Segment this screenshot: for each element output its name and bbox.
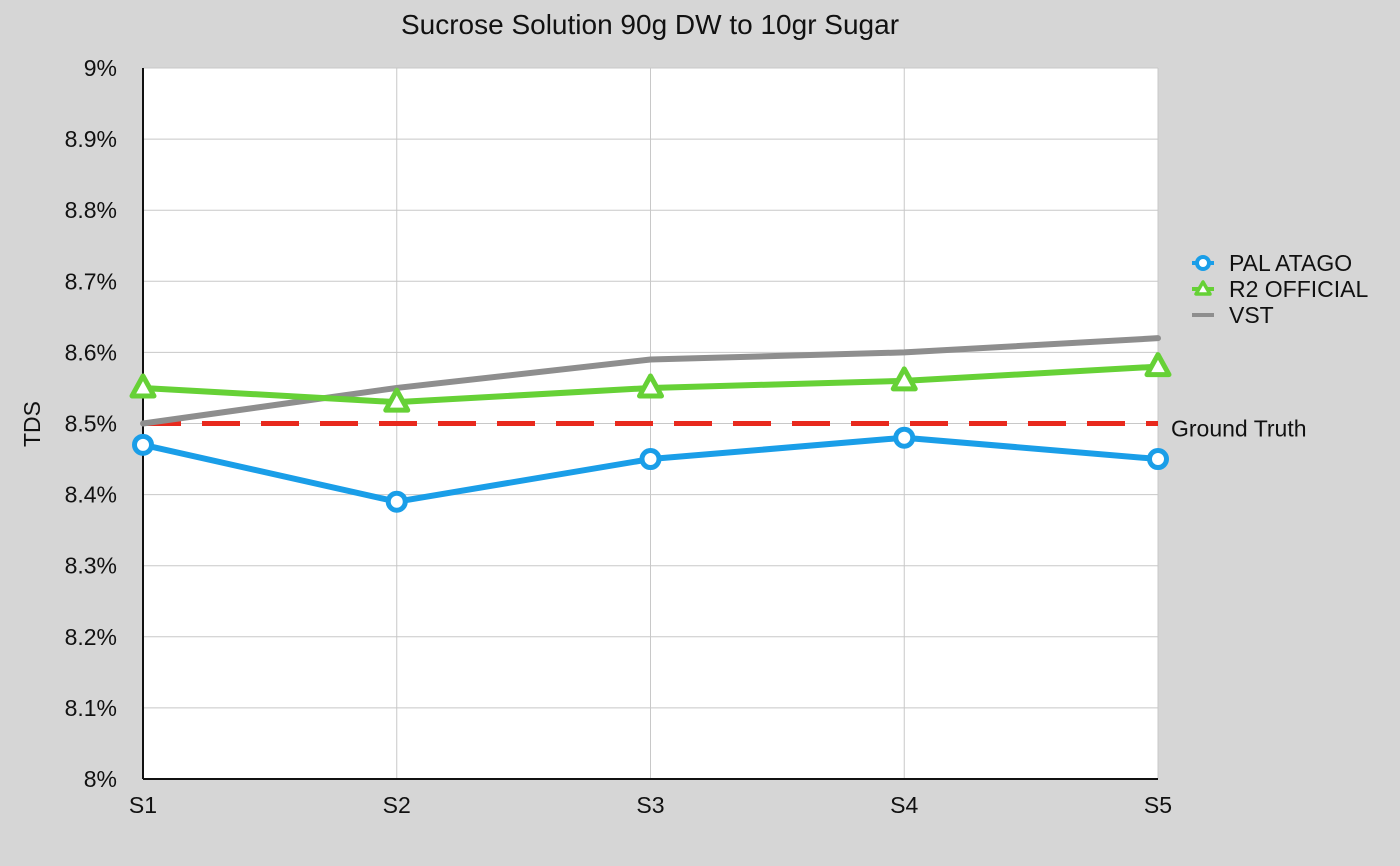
data-point-pal-atago (132, 433, 154, 456)
x-tick-label: S1 (129, 792, 157, 818)
legend-marker-r2-official (1194, 280, 1212, 296)
y-tick-label: 8.6% (65, 339, 117, 365)
data-point-r2-official (383, 387, 411, 413)
y-tick-label: 8.3% (65, 553, 117, 579)
series-group (129, 335, 1172, 513)
y-axis-label: TDS (19, 401, 45, 447)
data-point-pal-atago (893, 426, 916, 449)
y-tick-label: 9% (84, 55, 117, 81)
x-tick-label: S5 (1144, 792, 1172, 818)
x-tick-label: S4 (890, 792, 918, 818)
data-point-r2-official (1144, 352, 1172, 378)
y-tick-label: 8.7% (65, 268, 117, 294)
ground-truth-line-group: Ground Truth (143, 416, 1307, 442)
y-tick-label: 8.9% (65, 126, 117, 152)
y-tick-label: 8% (84, 766, 117, 792)
y-tick-label: 8.5% (65, 411, 117, 437)
x-tick-label: S3 (636, 792, 664, 818)
x-tick-labels: S1 S2 S3 S4 S5 (129, 792, 1172, 818)
ground-truth-label: Ground Truth (1171, 416, 1307, 442)
data-point-pal-atago (639, 448, 662, 471)
legend-label-vst: VST (1229, 302, 1274, 328)
data-point-pal-atago (385, 490, 408, 513)
x-tick-label: S2 (383, 792, 411, 818)
data-point-r2-official (129, 373, 157, 399)
legend-label-r2-official: R2 OFFICIAL (1229, 276, 1369, 302)
y-tick-labels: 8% 8.1% 8.2% 8.3% 8.4% 8.5% 8.6% 8.7% 8.8% 8.9% 9% (65, 55, 117, 792)
legend-label-pal-atago: PAL ATAGO (1229, 250, 1352, 276)
y-tick-label: 8.8% (65, 197, 117, 223)
chart-title: Sucrose Solution 90g DW to 10gr Sugar (401, 9, 899, 40)
y-tick-label: 8.2% (65, 624, 117, 650)
data-point-r2-official (637, 373, 664, 399)
legend-marker-pal-atago (1195, 255, 1211, 271)
y-tick-label: 8.1% (65, 695, 117, 721)
y-tick-label: 8.4% (65, 482, 117, 508)
data-point-pal-atago (1147, 448, 1169, 471)
data-point-r2-official (890, 366, 918, 392)
